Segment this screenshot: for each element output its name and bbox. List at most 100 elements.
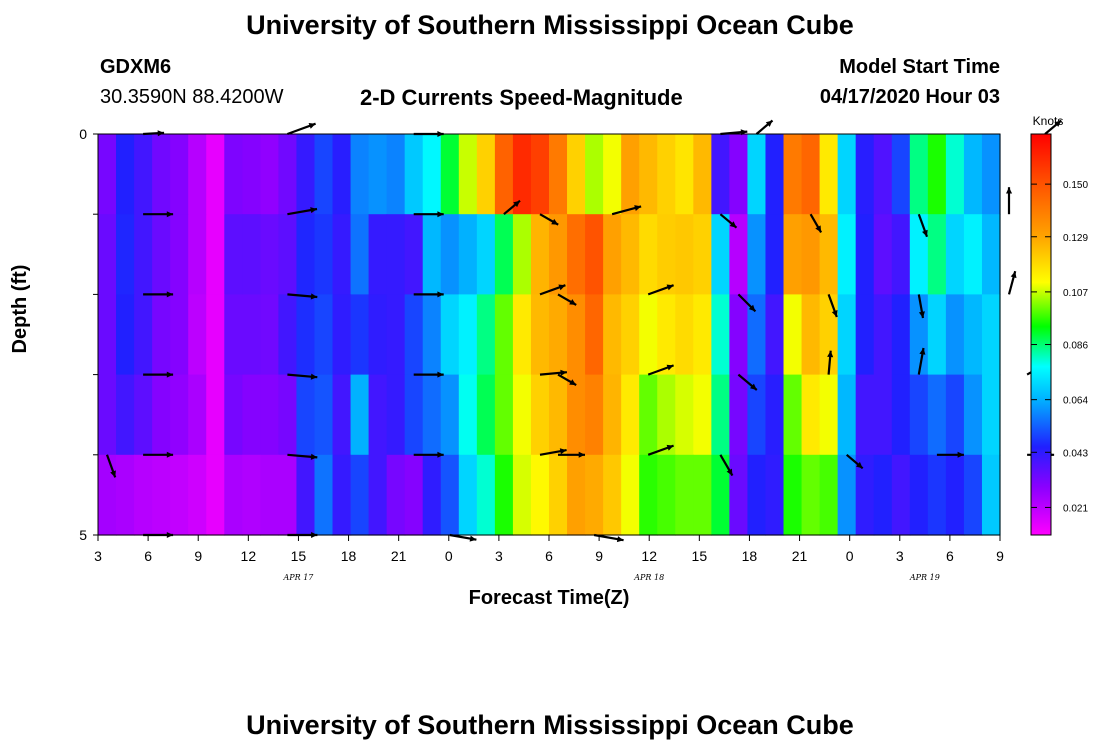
current-vector xyxy=(287,373,318,380)
current-vector xyxy=(539,284,566,296)
heat-cell xyxy=(242,214,261,295)
heat-cell xyxy=(458,454,478,536)
heat-cell xyxy=(819,294,839,376)
heat-cell xyxy=(729,134,749,215)
heat-cell xyxy=(386,214,406,295)
heat-cell xyxy=(152,374,171,456)
x-tick-label: 21 xyxy=(391,548,407,564)
x-tick-label: 3 xyxy=(896,548,904,564)
heat-cell xyxy=(909,214,929,295)
heat-cell xyxy=(224,134,243,215)
heat-cell xyxy=(242,134,261,215)
heat-cell xyxy=(512,374,532,456)
heat-cell xyxy=(152,214,171,295)
heat-cell xyxy=(98,134,117,215)
current-vector xyxy=(755,119,774,135)
date-label: APR 19 xyxy=(909,573,940,582)
heat-cell xyxy=(657,374,676,456)
heat-cell xyxy=(729,294,749,376)
heat-cell xyxy=(927,134,947,215)
heat-cell xyxy=(494,294,514,376)
heat-cell xyxy=(549,454,568,536)
heat-cell xyxy=(134,294,153,376)
heat-cell xyxy=(494,454,514,536)
date-label: APR 17 xyxy=(282,573,314,582)
heat-cell xyxy=(404,294,424,376)
heat-cell xyxy=(765,374,785,456)
heat-cell xyxy=(819,454,839,536)
heat-cell xyxy=(837,214,857,295)
current-vector xyxy=(413,291,444,298)
heat-cell xyxy=(711,214,730,295)
x-tick-label: 3 xyxy=(495,548,503,564)
heat-cell xyxy=(639,374,658,456)
heat-cell xyxy=(837,134,857,215)
heat-cell xyxy=(314,454,334,536)
y-tick-label: 0 xyxy=(79,126,87,142)
heat-cell xyxy=(621,454,640,536)
heat-cell xyxy=(729,454,749,536)
heat-cell xyxy=(567,294,586,376)
current-vector xyxy=(105,454,117,478)
colorbar-tick-label: 0.129 xyxy=(1063,233,1088,244)
heat-cell xyxy=(422,134,442,215)
heat-cell xyxy=(332,454,352,536)
current-vector xyxy=(287,293,318,300)
colorbar-ticks: 0.150 0.129 0.107 0.086 0.064 0.043 0.021 xyxy=(1031,180,1088,514)
current-vector xyxy=(719,454,734,477)
chart-title: 2-D Currents Speed-Magnitude xyxy=(360,85,683,110)
heat-cell xyxy=(188,374,207,456)
heat-cell xyxy=(783,454,803,536)
heat-cell xyxy=(170,454,189,536)
heat-cell xyxy=(350,454,370,536)
heat-cell xyxy=(494,134,514,215)
heat-cell xyxy=(549,134,568,215)
heat-cell xyxy=(873,134,893,215)
heat-cell xyxy=(765,134,785,215)
heat-cell xyxy=(260,134,279,215)
heat-cell xyxy=(585,134,604,215)
heat-cell xyxy=(260,294,279,376)
x-tick-label: 0 xyxy=(445,548,453,564)
y-tick-label: 5 xyxy=(79,527,87,543)
heat-cell xyxy=(512,454,532,536)
heat-cell xyxy=(404,134,424,215)
heat-cell xyxy=(567,134,586,215)
colorbar-tick-label: 0.086 xyxy=(1063,341,1088,352)
heat-cell xyxy=(819,134,839,215)
heat-cell xyxy=(188,134,207,215)
heat-cell xyxy=(837,294,857,376)
heat-cell xyxy=(783,374,803,456)
heat-cell xyxy=(891,214,911,295)
heat-cell xyxy=(765,214,785,295)
y-axis-label: Depth (ft) xyxy=(9,265,31,354)
heat-cell xyxy=(747,214,767,295)
heat-cell xyxy=(549,374,568,456)
colorbar-title: Knots xyxy=(1033,114,1064,128)
heat-cell xyxy=(747,134,767,215)
heat-cell xyxy=(837,454,857,536)
x-tick-label: 9 xyxy=(595,548,603,564)
heat-cell xyxy=(152,134,171,215)
heat-cell xyxy=(621,374,640,456)
heat-cell xyxy=(278,374,298,456)
heat-cell xyxy=(134,214,153,295)
heat-cell xyxy=(278,214,298,295)
current-vector xyxy=(449,533,477,542)
model-start-label: Model Start Time xyxy=(839,56,1000,78)
x-tick-label: 21 xyxy=(792,548,808,564)
heat-cell xyxy=(512,214,532,295)
heat-cell xyxy=(494,374,514,456)
heat-cell xyxy=(332,214,352,295)
heat-cell xyxy=(729,374,749,456)
current-vector xyxy=(287,453,318,460)
heat-cell xyxy=(188,214,207,295)
current-vector xyxy=(287,122,316,136)
heat-cell xyxy=(170,294,189,376)
current-vector xyxy=(557,293,577,306)
heat-cell xyxy=(224,214,243,295)
heat-cell xyxy=(152,294,171,376)
heat-cell xyxy=(170,134,189,215)
heat-cell xyxy=(440,214,460,295)
heat-cell xyxy=(747,454,767,536)
